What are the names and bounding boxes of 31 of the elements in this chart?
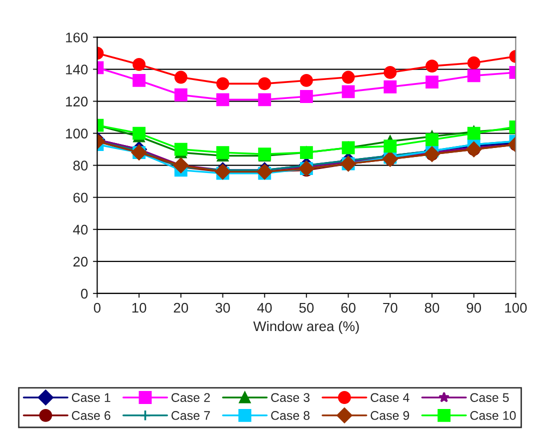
y-tick-label: 60 (73, 192, 88, 203)
y-tick-label: 20 (73, 256, 88, 267)
y-tick-label: 0 (80, 288, 88, 299)
x-tick-label: 50 (299, 302, 314, 313)
x-tick-label: 90 (466, 302, 482, 313)
x-tick-label: 20 (174, 302, 188, 313)
x-tick-label: 0 (94, 302, 101, 313)
y-tick-label: 140 (66, 64, 88, 74)
y-tick-label: 120 (66, 96, 88, 106)
legend-label: Case 2 (172, 393, 210, 402)
y-tick-label: 160 (66, 32, 88, 42)
y-tick-label: 100 (66, 128, 88, 138)
legend-label: Case 5 (470, 393, 509, 402)
x-tick-label: 60 (341, 302, 356, 313)
legend-label: Case 6 (72, 411, 110, 420)
legend-label: Case 9 (370, 411, 410, 420)
x-tick-label: 70 (383, 302, 398, 313)
x-axis-title: Window area (%) (253, 320, 359, 334)
legend-label: Case 8 (271, 411, 310, 420)
legend-label: Case 3 (271, 393, 310, 402)
x-tick-label: 10 (132, 302, 146, 313)
x-tick-label: 100 (505, 302, 527, 313)
legend-label: Case 4 (370, 393, 410, 402)
y-tick-label: 40 (73, 224, 88, 235)
x-tick-label: 40 (257, 302, 272, 313)
y-tick-label: 80 (73, 160, 88, 171)
legend-label: Case 7 (172, 411, 210, 420)
x-tick-label: 30 (216, 302, 230, 313)
legend-label: Case 1 (72, 393, 110, 402)
x-tick-label: 80 (424, 302, 440, 313)
legend-label: Case 10 (470, 411, 516, 420)
